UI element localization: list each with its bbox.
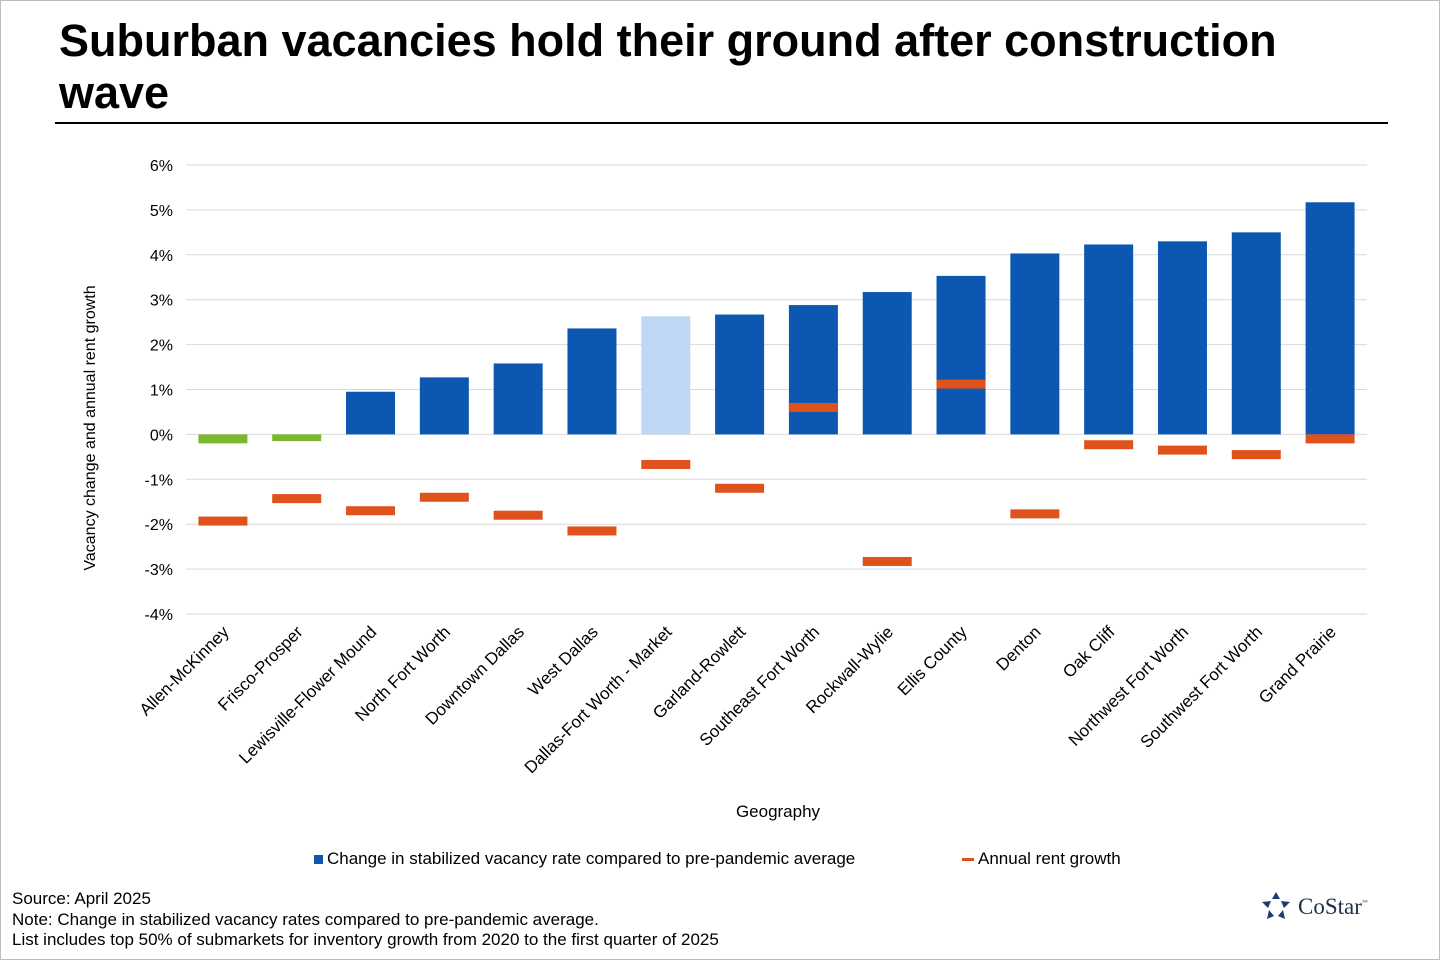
x-tick-label: Northwest Fort Worth [1065, 622, 1192, 749]
rent-growth-marker [936, 379, 986, 389]
y-tick-label: 4% [150, 248, 173, 265]
rent-growth-marker [272, 494, 322, 504]
rent-growth-marker [1157, 445, 1207, 455]
vacancy-bar [715, 314, 765, 435]
chart-title: Suburban vacancies hold their ground aft… [59, 15, 1277, 118]
vacancy-bar [419, 377, 469, 435]
bars [198, 202, 1355, 444]
rent-growth-marker [1010, 509, 1060, 519]
note-line: Note: Change in stabilized vacancy rates… [12, 909, 599, 929]
x-tick-label: Oak Cliff [1059, 622, 1119, 682]
logo-trademark: ™ [1361, 900, 1368, 906]
vacancy-bar [641, 316, 691, 435]
vacancy-bar [493, 363, 543, 435]
rent-growth-marker [1084, 440, 1134, 450]
y-tick-label: 0% [150, 427, 173, 444]
y-tick-label: 5% [150, 203, 173, 220]
y-tick-label: 3% [150, 293, 173, 310]
x-tick-labels: Allen-McKinneyFrisco-ProsperLewisville-F… [136, 622, 1340, 777]
y-tick-label: -4% [145, 607, 173, 624]
rent-growth-marker [641, 459, 691, 469]
x-tick-label: Denton [992, 622, 1044, 674]
rent-growth-marker [862, 556, 912, 566]
vacancy-bar [567, 328, 617, 435]
rent-growth-marker [419, 492, 469, 502]
legend-bar-swatch [314, 854, 323, 864]
logo-wordmark: CoStar™ [1298, 894, 1368, 920]
x-tick-label: Ellis County [894, 622, 971, 699]
vacancy-bar [346, 391, 396, 435]
vacancy-bar [1305, 202, 1355, 435]
legend-item-vacancy: Change in stabilized vacancy rate compar… [314, 849, 855, 869]
legend-marker-swatch [962, 857, 974, 861]
y-tick-label: -2% [145, 517, 173, 534]
y-tick-label: 6% [150, 158, 173, 175]
vacancy-bar [936, 275, 986, 435]
y-tick-label: -3% [145, 562, 173, 579]
rent-growth-marker [567, 526, 617, 536]
y-axis-label: Vacancy change and annual rent growth [82, 285, 99, 570]
title-divider [55, 122, 1388, 124]
rent-growth-marker [715, 483, 765, 493]
legend-label-rent: Annual rent growth [978, 849, 1121, 868]
rent-growth-marker [346, 506, 396, 516]
source-note: Source: April 2025 [12, 889, 151, 908]
y-tick-label: -1% [145, 472, 173, 489]
x-axis-label: Geography [736, 802, 821, 821]
x-tick-label: West Dallas [524, 622, 601, 699]
rent-growth-marker [493, 510, 543, 520]
x-tick-label: Dallas-Fort Worth - Market [521, 622, 676, 777]
vacancy-bar [272, 434, 322, 442]
logo-text: CoStar [1298, 894, 1362, 919]
vacancy-bar [788, 305, 838, 435]
y-tick-label: 1% [150, 383, 173, 400]
rent-markers [198, 379, 1355, 566]
inclusion-note: List includes top 50% of submarkets for … [12, 930, 719, 949]
x-tick-label: Lewisville-Flower Mound [235, 622, 380, 767]
costar-logo: CoStar™ [1260, 891, 1368, 923]
costar-star-logo-icon [1262, 892, 1290, 919]
rent-growth-marker [198, 516, 248, 526]
rent-growth-marker [1231, 450, 1281, 460]
legend-item-rent: Annual rent growth [962, 849, 1121, 869]
vacancy-bar [198, 434, 248, 444]
y-tick-label: 2% [150, 338, 173, 355]
vacancy-bar [1157, 241, 1207, 435]
vacancy-bar [1010, 253, 1060, 435]
rent-growth-marker [1305, 434, 1355, 444]
x-tick-label: Southeast Fort Worth [696, 622, 823, 749]
footnotes: Source: April 2025 Note: Change in stabi… [12, 889, 719, 951]
vacancy-bar [1231, 232, 1281, 435]
y-tick-labels: -4% -3% -2% -1% 0% 1% 2% 3% 4% 5% 6% [145, 158, 173, 624]
legend: Change in stabilized vacancy rate compar… [1, 849, 1440, 873]
legend-label-vacancy: Change in stabilized vacancy rate compar… [327, 849, 856, 868]
vacancy-bar [862, 292, 912, 435]
rent-growth-marker [788, 402, 838, 412]
vacancy-bar [1084, 244, 1134, 435]
x-tick-label: Grand Prairie [1255, 622, 1340, 707]
x-tick-label: Southwest Fort Worth [1137, 622, 1266, 751]
